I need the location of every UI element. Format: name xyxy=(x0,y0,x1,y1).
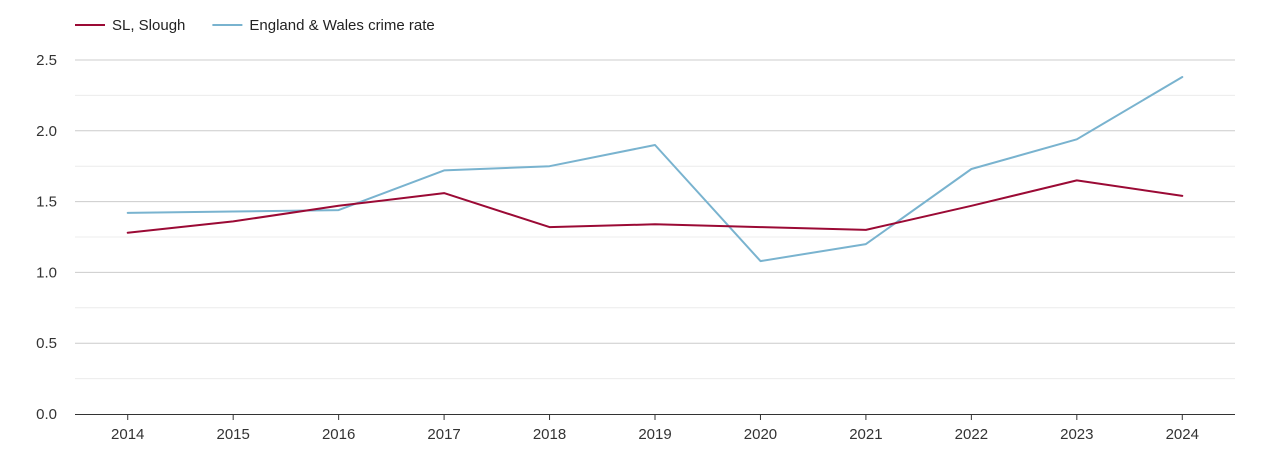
x-tick-label: 2018 xyxy=(533,426,566,443)
series-lines xyxy=(126,76,1184,263)
legend-item-england-wales[interactable]: England & Wales crime rate xyxy=(212,17,435,34)
x-tick-label: 2022 xyxy=(955,426,988,443)
y-tick-label: 0.5 xyxy=(36,335,57,352)
y-tick-label: 1.5 xyxy=(36,194,57,211)
y-tick-label: 1.0 xyxy=(36,264,57,281)
legend-label: SL, Slough xyxy=(112,17,185,34)
x-tick-label: 2023 xyxy=(1060,426,1093,443)
x-tick-label: 2024 xyxy=(1166,426,1199,443)
series-line-slough xyxy=(126,179,1184,234)
x-tick-label: 2017 xyxy=(427,426,460,443)
y-tick-label: 2.0 xyxy=(36,123,57,140)
legend-label: England & Wales crime rate xyxy=(249,17,434,34)
y-tick-label: 2.5 xyxy=(36,52,57,69)
x-tick-label: 2021 xyxy=(849,426,882,443)
legend-item-slough[interactable]: SL, Slough xyxy=(75,17,185,34)
axes: 0.0 0.5 1.0 1.5 2.0 2.5 2014 2015 2016 2017 2018 20… xyxy=(36,52,1235,443)
grid-lines xyxy=(75,59,1235,380)
x-tick-label: 2019 xyxy=(638,426,671,443)
y-tick-label: 0.0 xyxy=(36,406,57,423)
legend: SL, Slough England & Wales crime rate xyxy=(75,17,435,34)
x-tick-label: 2015 xyxy=(216,426,249,443)
x-tick-label: 2020 xyxy=(744,426,777,443)
x-tick-label: 2014 xyxy=(111,426,144,443)
x-tick-label: 2016 xyxy=(322,426,355,443)
series-line-england-wales xyxy=(126,76,1184,263)
